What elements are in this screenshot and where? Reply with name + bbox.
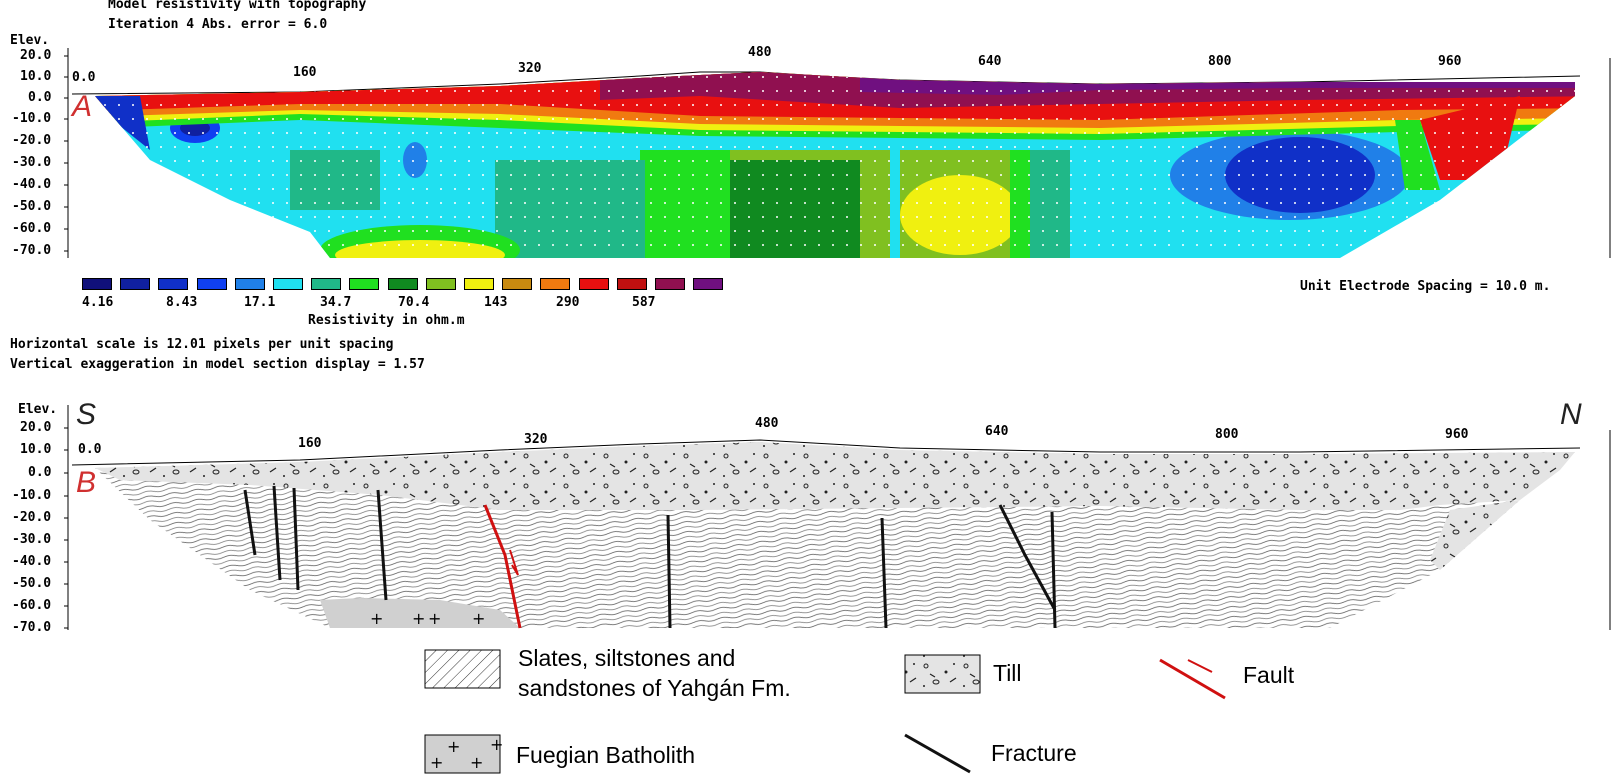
color-swatch <box>273 278 303 290</box>
label-s: S <box>76 398 97 431</box>
legend-symbols: + + + + <box>424 649 1226 774</box>
top-ytick: -40.0 <box>12 177 52 192</box>
bottom-xtick: 480 <box>755 416 779 431</box>
horizontal-scale: Horizontal scale is 12.01 pixels per uni… <box>10 337 394 352</box>
svg-text:+: + <box>470 753 483 772</box>
color-swatch <box>655 278 685 290</box>
scale-value: 4.16 <box>82 295 114 310</box>
label-n: N <box>1560 398 1582 431</box>
bottom-ytick: 10.0 <box>20 442 52 457</box>
scale-value: 587 <box>632 295 656 310</box>
vertical-exaggeration: Vertical exaggeration in model section d… <box>10 357 425 372</box>
color-swatch <box>234 278 265 290</box>
bottom-ytick: -30.0 <box>12 532 52 547</box>
color-swatch <box>693 278 724 290</box>
scale-value: 70.4 <box>398 295 430 310</box>
top-xtick: 160 <box>293 65 317 80</box>
label-a: A <box>72 90 93 123</box>
top-title-line2: Iteration 4 Abs. error = 6.0 <box>108 17 328 32</box>
top-xtick: 480 <box>748 45 772 60</box>
svg-text:+: + <box>370 609 383 628</box>
top-ytick: 0.0 <box>28 90 52 105</box>
color-swatch <box>464 278 494 290</box>
legend-title: Resistivity in ohm.m <box>308 313 465 328</box>
bottom-xtick: 800 <box>1215 427 1239 442</box>
legend-fault: Fault <box>1243 662 1295 688</box>
scale-value: 17.1 <box>244 295 276 310</box>
bottom-ytick: -70.0 <box>12 620 52 635</box>
top-xtick: 320 <box>518 61 542 76</box>
color-swatch <box>82 278 112 290</box>
color-swatch <box>196 278 227 290</box>
color-swatch <box>578 278 609 290</box>
top-elev-label: Elev. <box>10 33 50 48</box>
top-ytick: -30.0 <box>12 155 52 170</box>
bottom-ytick: 20.0 <box>20 420 52 435</box>
color-swatch <box>425 278 456 290</box>
bottom-xtick: 0.0 <box>78 442 102 457</box>
top-xtick: 0.0 <box>72 70 96 85</box>
color-swatch <box>311 278 342 290</box>
bottom-ytick: -50.0 <box>12 576 52 591</box>
bottom-ytick: -40.0 <box>12 554 52 569</box>
bottom-xtick: 640 <box>985 424 1009 439</box>
geology-section: + + + + <box>67 405 1611 630</box>
bottom-xtick: 320 <box>524 432 548 447</box>
svg-text:+: + <box>430 753 443 772</box>
color-swatch <box>349 278 380 290</box>
top-ytick: 20.0 <box>20 48 52 63</box>
legend-slates-line2: sandstones of Yahgán Fm. <box>518 675 791 701</box>
legend-till: Till <box>993 660 1022 686</box>
color-swatch <box>540 278 571 290</box>
svg-text:+: + <box>472 609 485 628</box>
top-xtick: 960 <box>1438 54 1462 69</box>
legend-slates-line1: Slates, siltstones and <box>518 645 736 671</box>
color-swatch <box>616 278 647 290</box>
top-ytick: -20.0 <box>12 133 52 148</box>
bottom-elev-label: Elev. <box>18 402 58 417</box>
electrode-spacing: Unit Electrode Spacing = 10.0 m. <box>1300 279 1551 294</box>
scale-value: 290 <box>556 295 580 310</box>
top-ytick: -60.0 <box>12 221 52 236</box>
top-ytick: 10.0 <box>20 69 52 84</box>
scale-value: 34.7 <box>320 295 352 310</box>
label-b: B <box>76 466 97 499</box>
scale-value: 143 <box>484 295 508 310</box>
bottom-ytick: -20.0 <box>12 510 52 525</box>
top-ytick: -50.0 <box>12 199 52 214</box>
top-title-line1: Model resistivity with topography <box>108 0 367 12</box>
legend-batholith: Fuegian Batholith <box>516 742 696 768</box>
legend-fracture: Fracture <box>991 740 1077 766</box>
svg-text:+: + <box>490 735 503 754</box>
bottom-ytick: -60.0 <box>12 598 52 613</box>
color-swatch <box>387 278 418 290</box>
svg-text:+: + <box>447 737 460 756</box>
top-ytick: -10.0 <box>12 111 52 126</box>
bottom-xtick: 160 <box>298 436 322 451</box>
top-ytick: -70.0 <box>12 243 52 258</box>
color-swatch <box>158 278 189 290</box>
bottom-ytick: -10.0 <box>12 488 52 503</box>
scale-value: 8.43 <box>166 295 198 310</box>
svg-text:+: + <box>412 609 425 628</box>
bottom-xtick: 960 <box>1445 427 1469 442</box>
svg-text:+: + <box>428 609 441 628</box>
top-xtick: 800 <box>1208 54 1232 69</box>
color-swatch <box>502 278 533 290</box>
bottom-ytick: 0.0 <box>28 465 52 480</box>
color-swatch <box>120 278 151 290</box>
resistivity-section <box>95 72 1575 258</box>
top-xtick: 640 <box>978 54 1002 69</box>
